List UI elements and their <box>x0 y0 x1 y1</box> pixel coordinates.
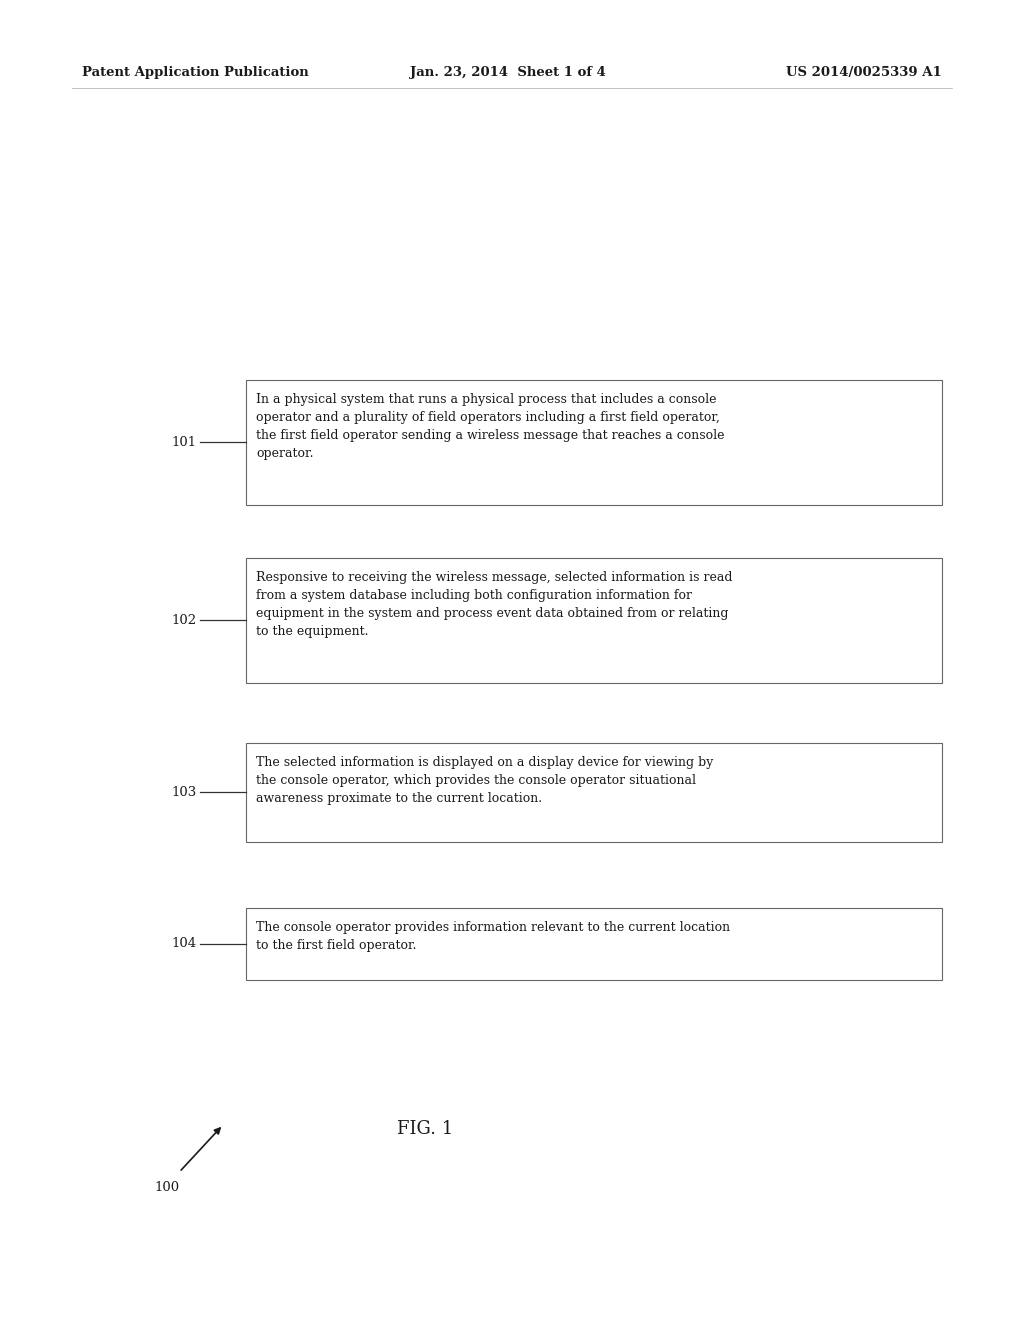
Text: Jan. 23, 2014  Sheet 1 of 4: Jan. 23, 2014 Sheet 1 of 4 <box>410 66 605 79</box>
Text: The console operator provides information relevant to the current location
to th: The console operator provides informatio… <box>256 921 730 952</box>
Text: 102: 102 <box>171 614 197 627</box>
Text: Responsive to receiving the wireless message, selected information is read
from : Responsive to receiving the wireless mes… <box>256 570 732 638</box>
Text: 103: 103 <box>171 785 197 799</box>
Text: FIG. 1: FIG. 1 <box>397 1119 453 1138</box>
Text: 104: 104 <box>171 937 197 950</box>
Text: In a physical system that runs a physical process that includes a console
operat: In a physical system that runs a physica… <box>256 393 725 459</box>
Text: US 2014/0025339 A1: US 2014/0025339 A1 <box>786 66 942 79</box>
Text: 100: 100 <box>155 1181 179 1195</box>
Text: Patent Application Publication: Patent Application Publication <box>82 66 308 79</box>
Text: 101: 101 <box>171 436 197 449</box>
Text: The selected information is displayed on a display device for viewing by
the con: The selected information is displayed on… <box>256 755 714 805</box>
